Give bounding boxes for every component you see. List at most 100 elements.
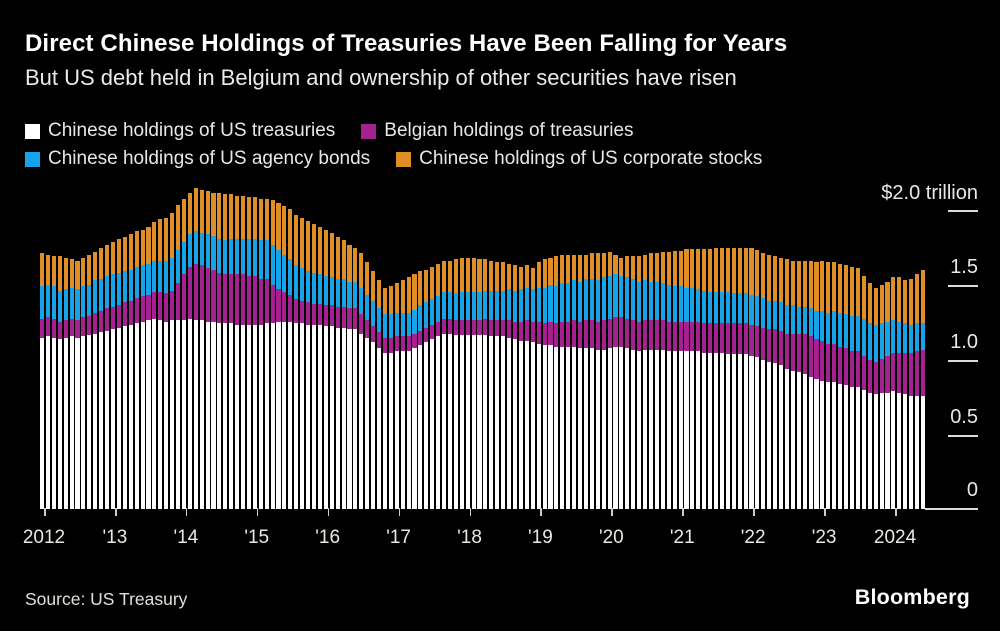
y-axis-label-0-5: 0.5 [950,406,978,428]
bar-segment-0 [903,394,908,509]
bar-segment-3 [796,260,801,307]
bar-segment-1 [808,336,813,377]
bar-segment-0 [40,337,45,509]
bar-segment-1 [246,275,252,325]
bar-segment-1 [625,318,630,349]
bar-segment-0 [258,324,263,509]
bar-segment-1 [648,320,654,350]
bar-stack [465,257,470,509]
bar-segment-2 [749,294,754,325]
x-axis-label: '18 [457,527,482,548]
bar-stack [412,274,417,509]
bar-segment-2 [412,309,417,334]
bar-segment-3 [572,254,577,281]
bar-segment-3 [75,260,80,290]
legend: Chinese holdings of US treasuries Belgia… [25,117,762,173]
bar-segment-1 [465,320,470,335]
bar-segment-3 [808,260,813,309]
bar-segment-3 [749,247,754,295]
bar-segment-2 [643,280,648,321]
bar-segment-1 [743,323,748,355]
bar-segment-2 [844,314,849,349]
bar-segment-2 [719,292,724,324]
bar-segment-1 [306,302,311,325]
bar-segment-2 [903,323,908,353]
bar-segment-0 [737,354,742,509]
bar-segment-2 [832,311,837,344]
bar-stack [75,260,80,509]
bar-segment-1 [110,306,116,330]
bar-stack [371,271,376,509]
bar-segment-0 [826,382,831,509]
bar-stack [773,256,778,509]
bar-stack [134,231,139,509]
bar-stack [51,256,56,509]
bar-segment-1 [63,320,68,338]
bar-segment-1 [903,352,908,395]
bar-segment-3 [45,254,50,285]
bar-stack [595,253,600,509]
bar-segment-0 [914,395,920,509]
bar-stack [660,251,665,509]
bar-segment-1 [406,336,411,352]
bar-stack [784,259,790,509]
bar-segment-1 [323,305,328,327]
bar-segment-2 [40,286,45,319]
page-subtitle: But US debt held in Belgium and ownershi… [25,65,737,90]
bar-segment-0 [566,346,571,509]
bar-stack [867,283,872,509]
bar-segment-2 [607,275,612,319]
bar-stack [619,257,624,509]
bar-segment-3 [164,217,169,261]
bar-stack [903,280,908,509]
bar-segment-3 [495,262,500,291]
bar-segment-3 [152,222,157,261]
x-axis-tick [540,508,543,516]
bar-segment-3 [359,253,364,288]
bar-segment-0 [749,355,754,509]
bar-segment-2 [654,281,659,321]
bar-segment-2 [802,306,807,334]
bar-segment-0 [790,370,795,509]
bar-segment-1 [779,330,784,365]
bar-segment-0 [217,323,222,509]
bar-segment-3 [483,259,488,291]
bar-segment-3 [897,277,902,322]
bar-segment-2 [524,287,529,321]
bar-segment-3 [903,280,908,324]
bar-stack [406,277,411,509]
bar-stack [779,257,784,509]
bar-segment-0 [282,321,287,509]
bar-segment-0 [170,320,175,509]
bar-segment-0 [796,372,801,509]
bar-segment-3 [601,253,606,278]
bar-stack [796,260,801,509]
bar-segment-3 [660,251,665,284]
bar-segment-0 [666,351,671,509]
bar-segment-3 [625,256,630,278]
bar-segment-1 [761,327,766,361]
legend-item-belgian-treasuries: Belgian holdings of treasuries [361,120,634,142]
bar-segment-3 [914,274,920,324]
bar-segment-2 [672,286,677,322]
bar-segment-2 [873,324,878,362]
bar-stack [731,247,736,509]
bar-segment-3 [110,241,116,275]
bar-stack [690,249,695,509]
bar-segment-2 [45,284,50,318]
bar-segment-2 [382,314,387,338]
bar-segment-3 [465,257,470,292]
bar-segment-3 [512,265,518,291]
bar-segment-0 [660,349,665,509]
bar-stack [170,213,175,509]
bar-segment-2 [211,235,216,270]
bar-segment-0 [696,351,701,509]
bar-segment-2 [814,311,819,340]
bar-segment-0 [542,345,547,509]
bar-segment-0 [477,335,482,509]
source-text: Source: US Treasury [25,589,188,609]
legend-item-corporate-stocks: Chinese holdings of US corporate stocks [396,148,762,170]
bar-stack [81,257,86,509]
bar-stack [684,249,689,509]
bar-segment-2 [713,292,719,324]
